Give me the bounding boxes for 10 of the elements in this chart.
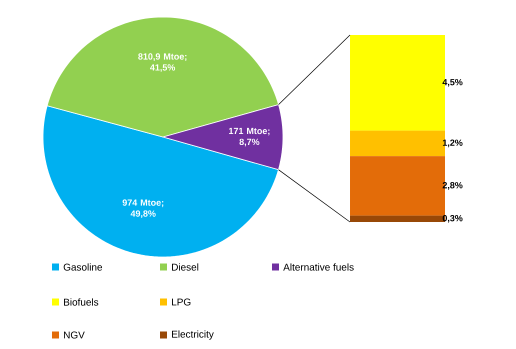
legend-label: Diesel — [172, 263, 198, 271]
data-label: 810,9 Mtoe; 41,5% — [138, 53, 186, 72]
legend-label: Biofuels — [64, 298, 98, 306]
legend-label: Alternative fuels — [283, 263, 354, 271]
data-label: 974 Mtoe; 49,8% — [122, 199, 164, 218]
legend-label: NGV — [64, 331, 85, 339]
legend-label: LPG — [172, 298, 190, 306]
legend-label: Gasoline — [64, 263, 102, 271]
data-label: 171 Mtoe; 8,7% — [229, 128, 270, 146]
legend-label: Electricity — [172, 330, 214, 340]
